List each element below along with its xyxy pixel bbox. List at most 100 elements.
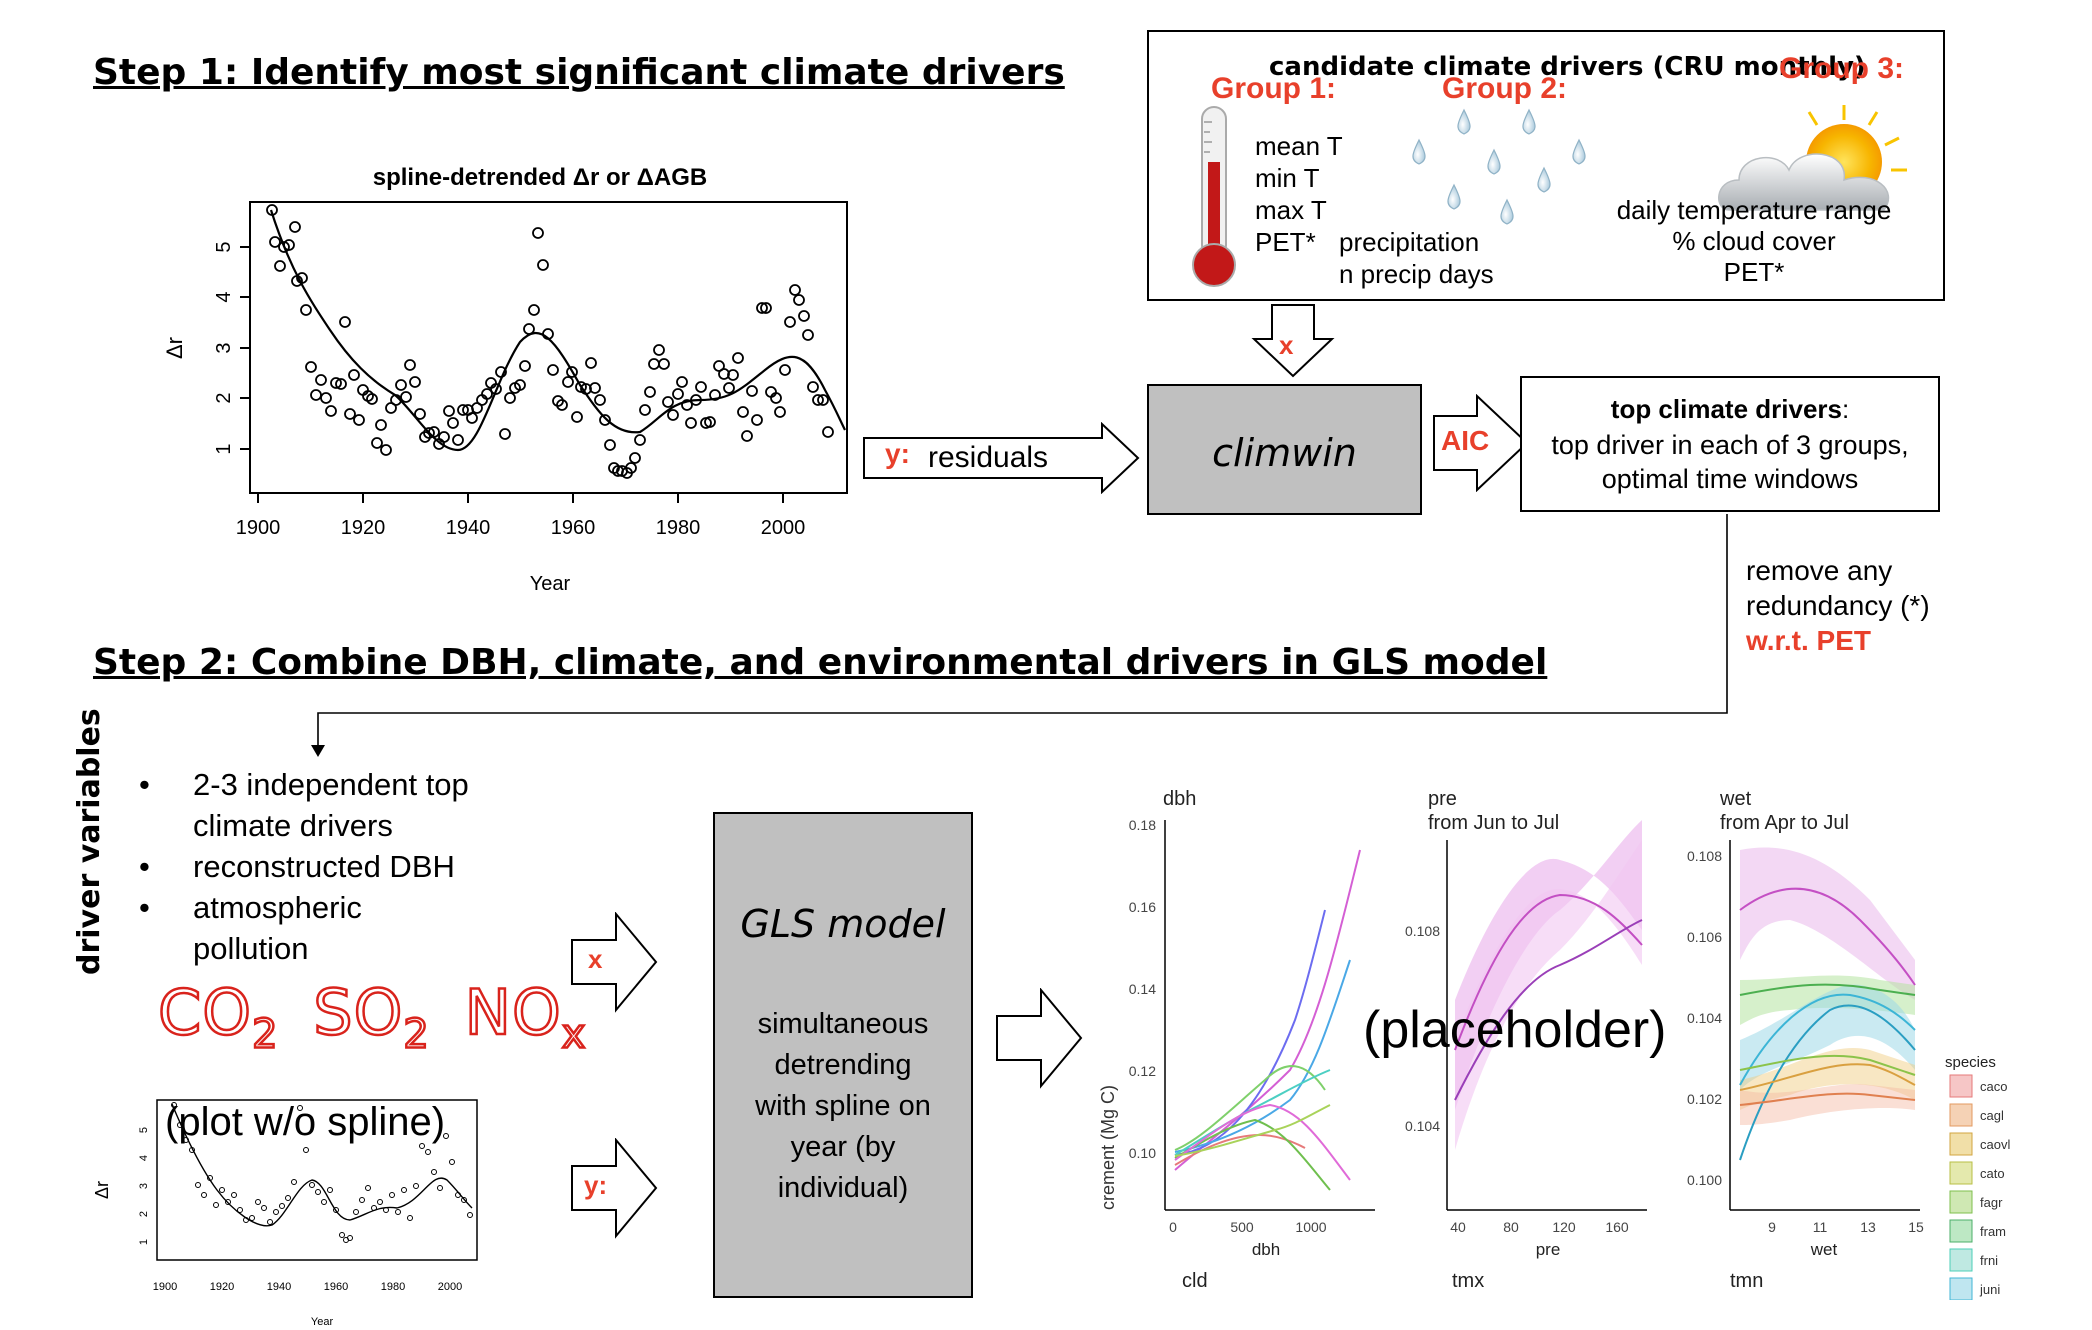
top-scatter-plot: spline-detrended Δr or ΔAGB 1 2 3 4 5 Δr… (162, 164, 848, 595)
group1-item: min T (1255, 163, 1320, 193)
svg-text:13: 13 (1860, 1219, 1876, 1235)
step1-heading: Step 1: Identify most significant climat… (93, 52, 1065, 93)
redundancy-line1: remove any (1746, 555, 1893, 586)
panels-ylabel: crement (Mg C) (1098, 1085, 1118, 1210)
pollutant-nox: NOx (463, 975, 587, 1059)
top-ytick-4: 4 (213, 291, 235, 302)
svg-text:caovl: caovl (1980, 1137, 2010, 1152)
aic-arrow (1433, 394, 1529, 492)
raindrops-icon (1412, 108, 1586, 225)
svg-text:15: 15 (1908, 1219, 1924, 1235)
p2-bottom: tmx (1452, 1270, 1484, 1292)
p2-xlabel: pre (1536, 1240, 1561, 1259)
svg-text:80: 80 (1503, 1219, 1519, 1235)
driver-variables-label: driver variables (72, 708, 107, 975)
gls-title: GLS model (740, 902, 946, 946)
top-drivers-line3: optimal time windows (1601, 464, 1859, 494)
top-scatter-points (266, 204, 834, 479)
svg-text:2000: 2000 (438, 1281, 462, 1293)
group1-item: mean T (1255, 131, 1343, 161)
svg-text:1000: 1000 (1295, 1219, 1326, 1235)
top-drivers-line1: top climate drivers: (1522, 394, 1938, 425)
svg-text:1960: 1960 (324, 1281, 348, 1293)
svg-text:juni: juni (1979, 1282, 2000, 1297)
y-label-residuals: y: (885, 438, 910, 469)
svg-text:4: 4 (138, 1155, 150, 1161)
p2-subtitle: from Jun to Jul (1428, 812, 1559, 834)
svg-text:fagr: fagr (1980, 1195, 2003, 1210)
p1-bottom: cld (1182, 1270, 1208, 1292)
driver-item: • 2-3 independent top climate drivers (139, 764, 549, 846)
svg-text:160: 160 (1605, 1219, 1629, 1235)
thermometer-icon (1192, 106, 1236, 287)
group3-label: Group 3: (1779, 52, 1904, 85)
climwin-label: climwin (1212, 431, 1357, 475)
driver-variables-list: • 2-3 independent top climate drivers • re… (139, 764, 549, 969)
driver-item-text: atmospheric pollution (193, 890, 362, 966)
x-label-step2: x (588, 944, 603, 974)
legend-title: species (1945, 1054, 1996, 1071)
svg-text:1980: 1980 (381, 1281, 405, 1293)
svg-text:40: 40 (1450, 1219, 1466, 1235)
top-drivers-colon: : (1841, 394, 1850, 424)
p3-title: wet (1719, 788, 1752, 810)
redundancy-line3: w.r.t. PET (1746, 625, 1871, 656)
svg-text:caco: caco (1980, 1079, 2007, 1094)
p1-xlabel: dbh (1252, 1240, 1280, 1259)
svg-text:0.104: 0.104 (1405, 1118, 1440, 1134)
aic-label: AIC (1441, 425, 1490, 456)
svg-text:1: 1 (138, 1239, 150, 1245)
svg-text:0.12: 0.12 (1129, 1063, 1156, 1079)
p3-subtitle: from Apr to Jul (1720, 812, 1849, 834)
top-spline-curve (269, 209, 846, 452)
climwin-box: climwin (1147, 384, 1422, 515)
connector-line (311, 514, 1728, 757)
top-xtick-1940: 1940 (446, 517, 491, 539)
svg-text:0.10: 0.10 (1129, 1145, 1156, 1161)
group3-items: daily temperature range % cloud cover PE… (1609, 195, 1899, 288)
panel-dbh: dbh 0.10 0.12 0.14 0.16 0.18 0 500 1000 … (1129, 788, 1375, 1292)
svg-text:11: 11 (1813, 1219, 1828, 1235)
driver-item: • reconstructed DBH (139, 846, 549, 887)
top-drivers-bold: top climate drivers (1610, 394, 1842, 424)
svg-text:0.16: 0.16 (1129, 899, 1156, 915)
svg-text:frni: frni (1980, 1253, 1998, 1268)
svg-text:0: 0 (1169, 1219, 1177, 1235)
svg-text:9: 9 (1768, 1219, 1776, 1235)
residuals-text: residuals (928, 441, 1049, 474)
svg-text:120: 120 (1552, 1219, 1576, 1235)
p3-xlabel: wet (1810, 1240, 1838, 1259)
top-xlabel: Year (530, 573, 571, 595)
panel-wet: wet from Apr to Jul 0.100 0.102 0.104 0.… (1687, 788, 1924, 1292)
top-xtick-1920: 1920 (341, 517, 386, 539)
group1-item: PET* (1255, 227, 1316, 257)
gls-body: simultaneous detrending with spline on y… (755, 1008, 931, 1204)
bullet-dot: • (139, 767, 150, 802)
svg-text:3: 3 (138, 1183, 150, 1189)
redundancy-note: remove any redundancy (*) w.r.t. PET (1746, 553, 1930, 658)
top-ytick-2: 2 (213, 392, 235, 403)
p3-bottom: tmn (1730, 1270, 1763, 1292)
small-plot-overlay: (plot w/o spline) (165, 1100, 446, 1144)
svg-text:cato: cato (1980, 1166, 2005, 1181)
step2-heading: Step 2: Combine DBH, climate, and enviro… (93, 642, 1548, 683)
result-panels: crement (Mg C) dbh 0.10 0.12 0.14 0.16 0… (1098, 788, 2010, 1300)
down-arrow-x (1251, 304, 1335, 378)
svg-text:1920: 1920 (210, 1281, 234, 1293)
group2-item: precipitation (1339, 227, 1480, 257)
y-label-step2: y: (584, 1170, 608, 1200)
small-xlabel: Year (311, 1316, 334, 1328)
svg-text:0.108: 0.108 (1405, 923, 1440, 939)
small-ylabel: Δr (92, 1181, 112, 1199)
driver-item-text: 2-3 independent top climate drivers (193, 767, 469, 843)
top-xtick-1980: 1980 (656, 517, 701, 539)
top-ylabel: Δr (162, 337, 187, 359)
x-arrow-step2 (571, 912, 658, 1013)
group1-label: Group 1: (1211, 72, 1336, 105)
group3-item: % cloud cover (1672, 226, 1836, 256)
panels-placeholder: (placeholder) (1363, 1001, 1667, 1059)
driver-item: • atmospheric pollution (139, 887, 549, 969)
residuals-arrow (863, 422, 1140, 494)
svg-text:0.104: 0.104 (1687, 1010, 1722, 1026)
small-scatter-plot: 1 2 3 4 5 Δr 1900 1920 1940 1960 1980 20… (92, 1099, 478, 1328)
